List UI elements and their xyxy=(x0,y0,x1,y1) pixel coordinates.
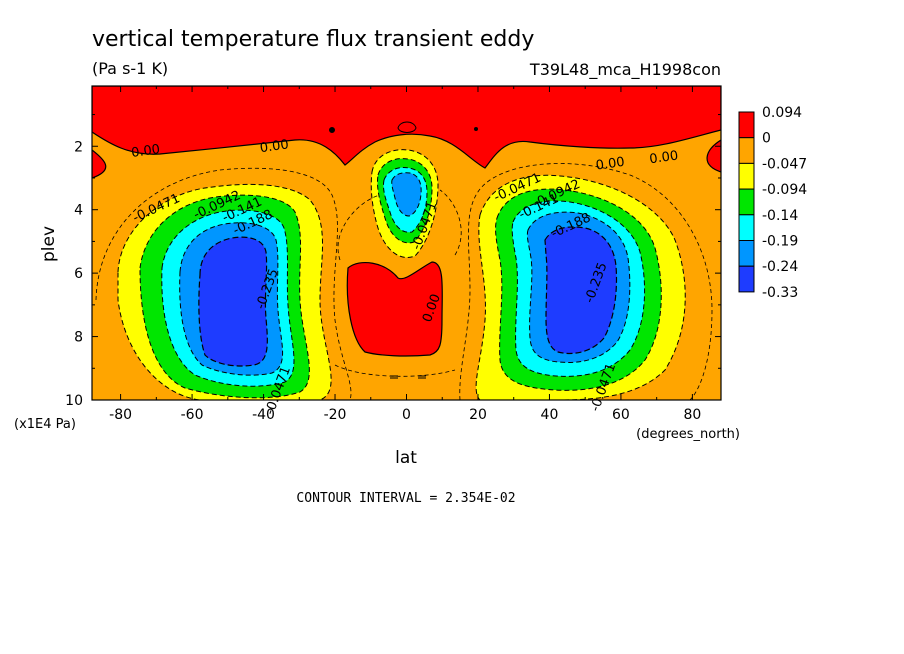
small-contours-bottom xyxy=(390,375,426,379)
left-lobe-darkblue xyxy=(198,236,268,367)
colorbar-label: -0.33 xyxy=(762,285,798,301)
contour-label: 0.00 xyxy=(595,155,626,174)
x-tick-label: 0 xyxy=(402,407,411,423)
y-axis-label: plev xyxy=(39,226,59,262)
plot-area xyxy=(92,86,721,400)
x-tick-label: 40 xyxy=(541,407,559,423)
central-lobe-blue xyxy=(391,172,422,217)
colorbar-box xyxy=(738,240,755,267)
y-tick-label: 10 xyxy=(65,393,83,409)
colorbar-box xyxy=(738,162,755,190)
small-contours-top xyxy=(329,121,478,133)
x-tick-label: 20 xyxy=(469,407,487,423)
x-axis-label: lat xyxy=(395,448,417,468)
contour-label: 0.00 xyxy=(649,148,680,167)
colorbar-box xyxy=(738,188,755,216)
positive-region-central xyxy=(346,261,443,357)
y-tick-label: 6 xyxy=(74,266,83,282)
run-label: T39L48_mca_H1998con xyxy=(529,60,721,80)
contour-label: 0.00 xyxy=(130,142,161,161)
colorbar-box xyxy=(738,214,755,242)
colorbar-label: -0.047 xyxy=(762,156,807,172)
x-axis-units: (degrees_north) xyxy=(636,427,740,442)
y-tick-label: 8 xyxy=(74,330,83,346)
contour-interval-text: CONTOUR INTERVAL = 2.354E-02 xyxy=(296,491,515,506)
colorbar-box xyxy=(738,137,755,164)
colorbar-label: -0.19 xyxy=(762,234,798,250)
right-lobe-darkblue xyxy=(544,226,618,355)
colorbar-label: -0.094 xyxy=(762,182,807,198)
x-tick-label: -40 xyxy=(252,407,275,423)
colorbar-label: 0 xyxy=(762,131,771,147)
colorbar-box xyxy=(738,265,755,293)
colorbar: 0.094 0 -0.047 -0.094 -0.14 -0.19 -0.24 -0.33 xyxy=(738,105,807,301)
colorbar-label: 0.094 xyxy=(762,105,802,121)
positive-region-upper xyxy=(92,86,721,169)
y-tick-label: 4 xyxy=(74,203,83,219)
x-tick-label: -20 xyxy=(324,407,347,423)
x-tick-label: -60 xyxy=(181,407,204,423)
y-axis-ticks: 2 4 6 8 10 xyxy=(65,114,721,409)
colorbar-box xyxy=(738,111,755,139)
x-tick-label: 60 xyxy=(612,407,630,423)
x-tick-label: -80 xyxy=(109,407,132,423)
chart-units: (Pa s-1 K) xyxy=(92,59,168,78)
colorbar-label: -0.24 xyxy=(762,259,798,275)
colorbar-label: -0.14 xyxy=(762,208,798,224)
y-tick-label: 2 xyxy=(74,139,83,155)
x-tick-label: 80 xyxy=(683,407,701,423)
contour-label: 0.00 xyxy=(259,137,290,156)
chart-title: vertical temperature flux transient eddy xyxy=(92,27,534,52)
y-axis-units: (x1E4 Pa) xyxy=(14,417,76,432)
x-axis-ticks: -80 -60 -40 -20 0 20 40 60 80 xyxy=(109,86,701,423)
